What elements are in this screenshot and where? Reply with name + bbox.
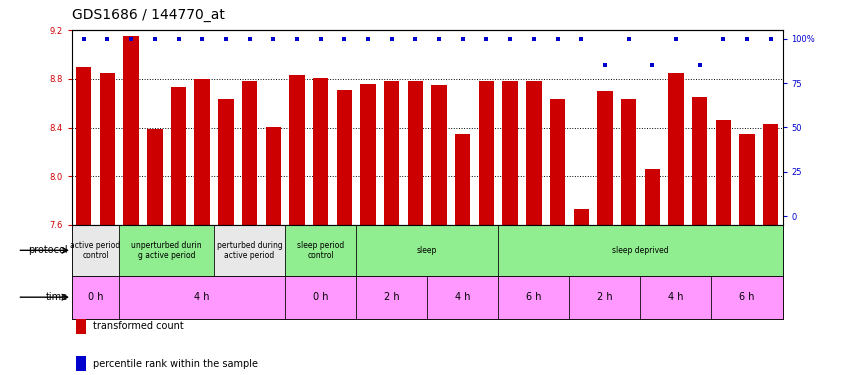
Bar [668, 73, 684, 225]
Text: GDS1686 / 144770_at: GDS1686 / 144770_at [72, 9, 225, 22]
Point [124, 36, 138, 42]
Point [551, 36, 564, 42]
Bar [431, 85, 447, 225]
Point [243, 36, 256, 42]
Bar [739, 134, 755, 225]
Bar [337, 90, 352, 225]
Bar [550, 99, 565, 225]
Point [717, 36, 730, 42]
Text: 0 h: 0 h [88, 292, 103, 302]
Text: sleep: sleep [417, 246, 437, 255]
Bar [124, 36, 139, 225]
Point [172, 36, 185, 42]
Point [480, 36, 493, 42]
Point [101, 36, 114, 42]
Point [574, 36, 588, 42]
Bar [356, 276, 427, 319]
Point [598, 63, 612, 69]
Point [290, 36, 304, 42]
Text: 4 h: 4 h [455, 292, 470, 302]
Bar [503, 81, 518, 225]
Bar [569, 276, 640, 319]
Bar [711, 276, 783, 319]
Bar [171, 87, 186, 225]
Text: 6 h: 6 h [739, 292, 755, 302]
Text: percentile rank within the sample: percentile rank within the sample [93, 359, 258, 369]
Text: 4 h: 4 h [668, 292, 684, 302]
Text: active period
control: active period control [70, 241, 121, 260]
Bar [498, 276, 569, 319]
Text: transformed count: transformed count [93, 321, 184, 331]
Point [764, 36, 777, 42]
Text: 2 h: 2 h [597, 292, 613, 302]
Bar [427, 276, 498, 319]
Bar [360, 84, 376, 225]
Point [622, 36, 635, 42]
Text: unperturbed durin
g active period: unperturbed durin g active period [131, 241, 202, 260]
Bar [119, 225, 214, 276]
Point [669, 36, 683, 42]
Bar [640, 276, 711, 319]
Point [314, 36, 327, 42]
Bar [716, 120, 731, 225]
Point [77, 36, 91, 42]
Point [219, 36, 233, 42]
Text: perturbed during
active period: perturbed during active period [217, 241, 283, 260]
Point [409, 36, 422, 42]
Bar [242, 81, 257, 225]
Bar [72, 276, 119, 319]
Point [195, 36, 209, 42]
Point [148, 36, 162, 42]
Bar [119, 276, 285, 319]
Bar [218, 99, 233, 225]
Point [693, 63, 706, 69]
Bar [195, 79, 210, 225]
Text: protocol: protocol [28, 245, 68, 255]
Point [361, 36, 375, 42]
Text: sleep deprived: sleep deprived [613, 246, 668, 255]
Bar [763, 124, 778, 225]
Bar [76, 66, 91, 225]
Text: time: time [46, 292, 68, 302]
Bar [574, 209, 589, 225]
Bar [621, 99, 636, 225]
Bar [72, 225, 119, 276]
Text: 2 h: 2 h [384, 292, 399, 302]
Point [385, 36, 398, 42]
Bar [147, 129, 162, 225]
Text: sleep period
control: sleep period control [297, 241, 344, 260]
Bar [285, 225, 356, 276]
Point [527, 36, 541, 42]
Bar [597, 91, 613, 225]
Point [503, 36, 517, 42]
Bar [455, 134, 470, 225]
Bar [692, 97, 707, 225]
Bar [313, 78, 328, 225]
Point [266, 36, 280, 42]
Bar [266, 128, 281, 225]
Point [432, 36, 446, 42]
Bar [289, 75, 305, 225]
Bar [408, 81, 423, 225]
Bar [285, 276, 356, 319]
Bar [100, 73, 115, 225]
Bar [645, 169, 660, 225]
Text: 6 h: 6 h [526, 292, 541, 302]
Point [645, 63, 659, 69]
Point [456, 36, 470, 42]
Text: 4 h: 4 h [195, 292, 210, 302]
Point [338, 36, 351, 42]
Bar [526, 81, 541, 225]
Text: 0 h: 0 h [313, 292, 328, 302]
Point [740, 36, 754, 42]
Bar [498, 225, 783, 276]
Bar [214, 225, 285, 276]
Bar [356, 225, 498, 276]
Bar [479, 81, 494, 225]
Bar [384, 81, 399, 225]
